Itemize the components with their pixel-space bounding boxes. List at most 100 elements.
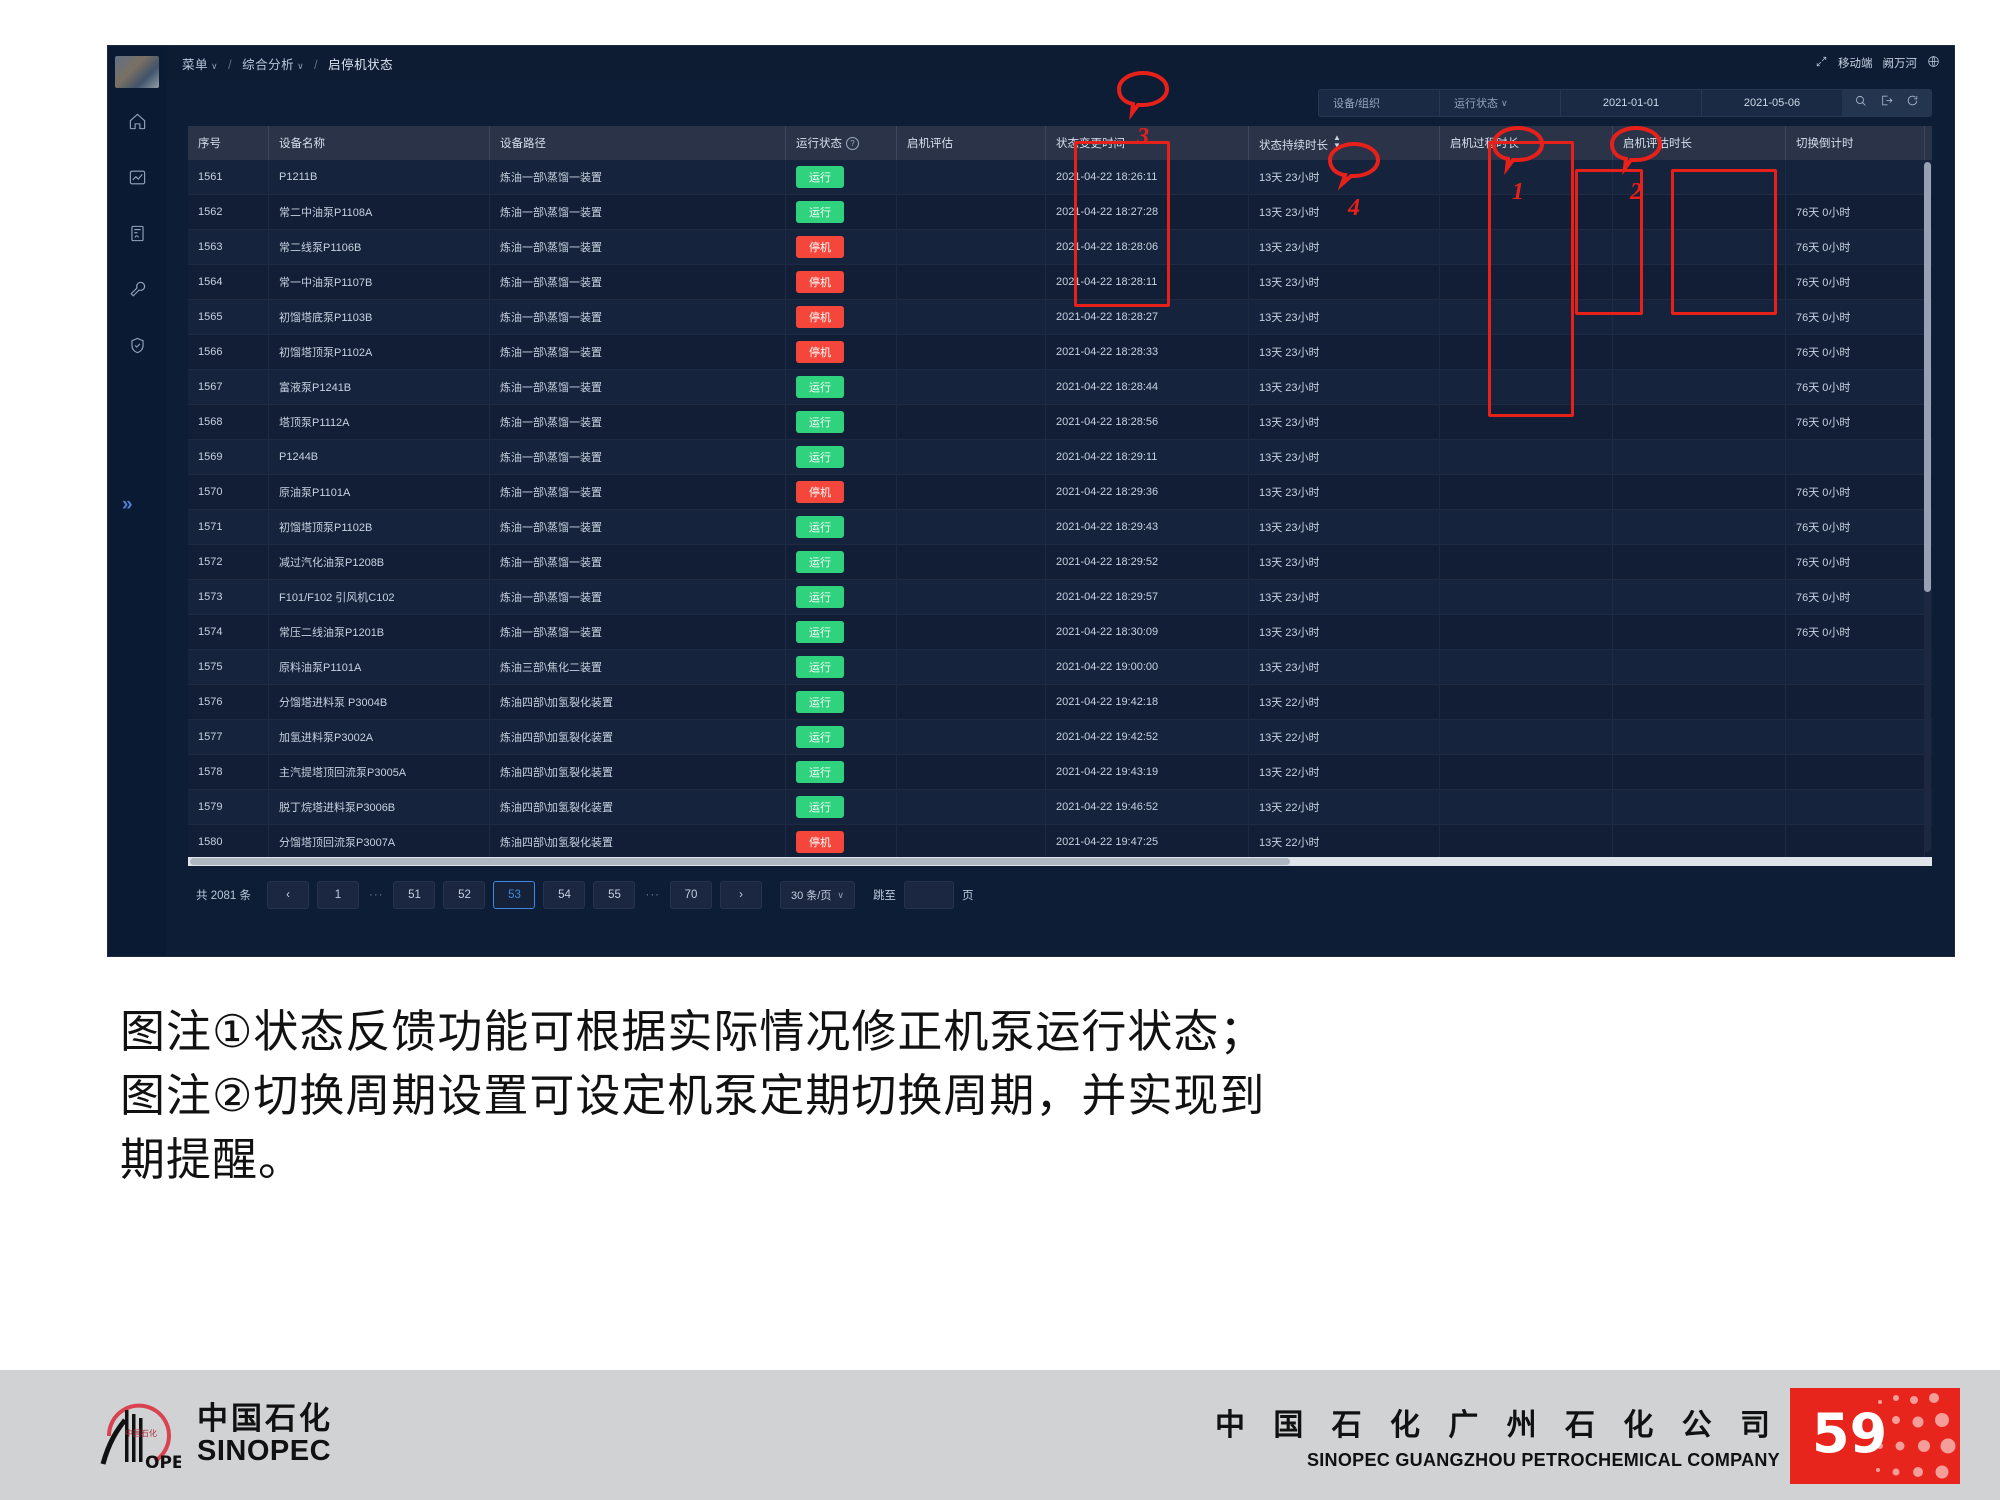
page-button-52[interactable]: 52 <box>443 881 486 909</box>
refresh-icon[interactable] <box>1906 94 1919 112</box>
table-horizontal-scrollbar[interactable] <box>188 857 1932 866</box>
table-row[interactable]: 1579 脱丁烷塔进料泵P3006B 炼油四部\加氢裂化装置 运行 2021-04-22… <box>188 789 1932 825</box>
table-row[interactable]: 1570 原油泵P1101A 炼油一部\蒸馏一装置 停机 2021-04-22 18:2… <box>188 474 1932 510</box>
globe-icon[interactable] <box>1927 55 1940 71</box>
data-table-wrapper[interactable]: 序号 设备名称 设备路径 运行状态? 启机评估 状态变更时间 状态持续时长▲ ▼ … <box>188 126 1932 866</box>
cell-device-path: 炼油一部\蒸馏一装置 <box>489 334 786 370</box>
table-vertical-scroll-thumb[interactable] <box>1924 162 1931 592</box>
col-name: 设备名称 <box>268 126 490 160</box>
table-row[interactable]: 1580 分馏塔顶回流泵P3007A 炼油四部\加氢裂化装置 停机 2021-04-22… <box>188 824 1932 860</box>
page-button-54[interactable]: 54 <box>543 881 586 909</box>
sidebar-item-analysis[interactable] <box>117 160 157 200</box>
cell-device-path: 炼油一部\蒸馏一装置 <box>489 404 786 440</box>
expand-icon[interactable] <box>1815 55 1828 71</box>
cell-duration: 13天 22小时 <box>1248 719 1440 755</box>
cell-change-time: 2021-04-22 18:28:56 <box>1045 404 1249 440</box>
breadcrumb: 菜单 ∨ / 综合分析 ∨ / 启停机状态 <box>182 54 393 73</box>
table-horizontal-scroll-thumb[interactable] <box>190 858 1290 865</box>
date-end-input[interactable]: 2021-05-06 <box>1743 97 1801 109</box>
next-page-button[interactable]: › <box>719 881 762 909</box>
brand-name-cn: 中国石化 <box>197 1401 333 1437</box>
sidebar-item-home[interactable] <box>117 104 157 144</box>
run-state-select[interactable]: 运行状态 ∨ <box>1440 90 1561 116</box>
cell-device-name: 脱丁烷塔进料泵P3006B <box>268 789 490 825</box>
table-row[interactable]: 1567 富液泵P1241B 炼油一部\蒸馏一装置 运行 2021-04-22 18:2… <box>188 369 1932 405</box>
wrench-icon <box>128 280 147 304</box>
cell-countdown: 76天 0小时 <box>1785 229 1925 265</box>
cell-start-eval <box>896 544 1046 580</box>
breadcrumb-item-menu[interactable]: 菜单 <box>182 57 209 72</box>
page-button-1[interactable]: 1 <box>316 881 359 909</box>
cell-duration: 13天 22小时 <box>1248 789 1440 825</box>
breadcrumb-separator: / <box>314 57 319 72</box>
table-row[interactable]: 1566 初馏塔顶泵P1102A 炼油一部\蒸馏一装置 停机 2021-04-22 18… <box>188 334 1932 370</box>
cell-start-eval-duration <box>1612 719 1786 755</box>
cell-index: 1570 <box>188 474 269 510</box>
cell-start-eval-duration <box>1612 334 1786 370</box>
table-row[interactable]: 1564 常一中油泵P1107B 炼油一部\蒸馏一装置 停机 2021-04-22 18… <box>188 264 1932 300</box>
table-row[interactable]: 1576 分馏塔进料泵 P3004B 炼油四部\加氢裂化装置 运行 2021-04-22… <box>188 684 1932 720</box>
sinopec-logo-text: 中国石化 SINOPEC <box>197 1401 333 1467</box>
sort-icon[interactable]: ▲ ▼ <box>1333 132 1341 150</box>
help-icon[interactable]: ? <box>846 137 859 150</box>
table-row[interactable]: 1569 P1244B 炼油一部\蒸馏一装置 运行 2021-04-22 18:29:1… <box>188 439 1932 475</box>
cell-index: 1565 <box>188 299 269 335</box>
cell-change-time: 2021-04-22 18:29:36 <box>1045 474 1249 510</box>
col-operations: 操作 <box>1924 126 1932 160</box>
page-button-51[interactable]: 51 <box>393 881 436 909</box>
page-button-55[interactable]: 55 <box>593 881 636 909</box>
cell-device-name: 常二中油泵P1108A <box>268 194 490 230</box>
cell-run-state: 运行 <box>785 684 897 720</box>
date-start-input[interactable]: 2021-01-01 <box>1561 90 1702 116</box>
current-user-name[interactable]: 阙万河 <box>1882 58 1918 70</box>
cell-duration: 13天 23小时 <box>1248 614 1440 650</box>
sidebar-item-maintenance[interactable] <box>117 272 157 312</box>
document-icon <box>128 224 147 248</box>
cell-start-eval-duration <box>1612 369 1786 405</box>
sidebar-expand-button[interactable]: » <box>122 494 133 515</box>
cell-start-eval-duration <box>1612 229 1786 265</box>
search-icon[interactable] <box>1854 94 1867 112</box>
table-row[interactable]: 1574 常压二线油泵P1201B 炼油一部\蒸馏一装置 运行 2021-04-22 1… <box>188 614 1932 650</box>
col-duration[interactable]: 状态持续时长 ▲ ▼ <box>1248 126 1440 160</box>
sidebar-item-records[interactable] <box>117 216 157 256</box>
col-countdown: 切换倒计时 <box>1785 126 1925 160</box>
table-row[interactable]: 1561 P1211B 炼油一部\蒸馏一装置 运行 2021-04-22 18:26:1… <box>188 160 1932 195</box>
table-row[interactable]: 1568 塔顶泵P1112A 炼油一部\蒸馏一装置 运行 2021-04-22 18:2… <box>188 404 1932 440</box>
table-row[interactable]: 1578 主汽提塔顶回流泵P3005A 炼油四部\加氢裂化装置 运行 2021-04-2… <box>188 754 1932 790</box>
cell-duration: 13天 23小时 <box>1248 544 1440 580</box>
cell-start-process <box>1439 334 1613 370</box>
table-row[interactable]: 1562 常二中油泵P1108A 炼油一部\蒸馏一装置 运行 2021-04-22 18… <box>188 194 1932 230</box>
cell-duration: 13天 23小时 <box>1248 369 1440 405</box>
table-row[interactable]: 1565 初馏塔底泵P1103B 炼油一部\蒸馏一装置 停机 2021-04-22 18… <box>188 299 1932 335</box>
page-number-badge: 59 <box>1790 1388 1960 1484</box>
mobile-entry-label[interactable]: 移动端 <box>1838 58 1873 70</box>
cell-index: 1573 <box>188 579 269 615</box>
table-row[interactable]: 1572 减过汽化油泵P1208B 炼油一部\蒸馏一装置 运行 2021-04-22 1… <box>188 544 1932 580</box>
table-row[interactable]: 1573 F101/F102 引风机C102 炼油一部\蒸馏一装置 运行 2021-04… <box>188 579 1932 615</box>
filter-bar: 设备/组织 运行状态 ∨ 2021-01-01 2021-05-06 <box>1318 89 1932 117</box>
table-vertical-scrollbar[interactable] <box>1924 162 1931 852</box>
cell-run-state: 运行 <box>785 369 897 405</box>
cell-run-state: 停机 <box>785 824 897 860</box>
page-button-70[interactable]: 70 <box>669 881 712 909</box>
breadcrumb-item-analysis[interactable]: 综合分析 <box>242 57 295 72</box>
table-row[interactable]: 1577 加氢进料泵P3002A 炼油四部\加氢裂化装置 运行 2021-04-22 1… <box>188 719 1932 755</box>
cell-change-time: 2021-04-22 18:29:57 <box>1045 579 1249 615</box>
prev-page-button[interactable]: ‹ <box>266 881 309 909</box>
status-badge: 运行 <box>796 201 844 223</box>
chevron-down-icon: ∨ <box>837 889 844 900</box>
page-button-53[interactable]: 53 <box>493 881 536 909</box>
equipment-status-table: 序号 设备名称 设备路径 运行状态? 启机评估 状态变更时间 状态持续时长▲ ▼ … <box>188 126 1932 860</box>
device-org-select[interactable]: 设备/组织 <box>1319 90 1440 116</box>
export-icon[interactable] <box>1880 94 1893 112</box>
cell-device-name: 加氢进料泵P3002A <box>268 719 490 755</box>
table-header-row: 序号 设备名称 设备路径 运行状态? 启机评估 状态变更时间 状态持续时长▲ ▼ … <box>188 126 1932 160</box>
table-row[interactable]: 1571 初馏塔顶泵P1102B 炼油一部\蒸馏一装置 运行 2021-04-22 18… <box>188 509 1932 545</box>
svg-text:中国石化: 中国石化 <box>125 1428 157 1438</box>
jump-page-input[interactable] <box>903 881 954 909</box>
page-size-select[interactable]: 30 条/页 ∨ <box>779 881 855 909</box>
sidebar-item-safety[interactable] <box>117 328 157 368</box>
table-row[interactable]: 1575 原料油泵P1101A 炼油三部\焦化二装置 运行 2021-04-22 19:… <box>188 649 1932 685</box>
table-row[interactable]: 1563 常二线泵P1106B 炼油一部\蒸馏一装置 停机 2021-04-22 18:… <box>188 229 1932 265</box>
